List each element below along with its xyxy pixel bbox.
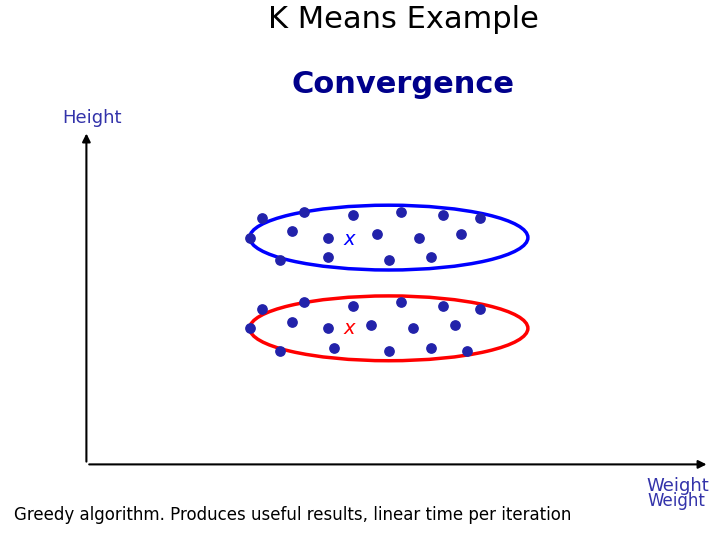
Point [456,230,467,239]
Point [323,233,334,242]
Point [426,253,437,261]
Point [462,347,473,355]
Point [365,321,377,329]
Point [426,343,437,352]
Point [438,301,449,310]
Point [438,211,449,219]
Point [328,343,340,352]
Text: Weight: Weight [648,492,706,510]
Point [347,211,359,219]
Point [256,305,268,313]
Text: Convergence: Convergence [292,70,515,99]
Point [474,305,485,313]
Point [383,256,395,265]
Point [474,214,485,222]
Point [347,301,359,310]
Point [413,233,425,242]
Text: Weight: Weight [647,477,709,495]
Point [371,230,382,239]
Point [383,347,395,355]
Point [287,318,298,326]
Point [274,347,286,355]
Point [298,298,310,307]
Text: Greedy algorithm. Produces useful results, linear time per iteration: Greedy algorithm. Produces useful result… [14,506,572,524]
Text: K Means Example: K Means Example [268,5,539,35]
Point [395,207,407,216]
Point [244,233,256,242]
Point [287,227,298,235]
Point [449,321,461,329]
Point [323,253,334,261]
Point [395,298,407,307]
Point [323,324,334,333]
Text: x: x [343,230,355,249]
Point [298,207,310,216]
Point [408,324,419,333]
Point [256,214,268,222]
Text: Height: Height [62,110,122,127]
Text: x: x [343,319,355,338]
Point [274,256,286,265]
Point [244,324,256,333]
